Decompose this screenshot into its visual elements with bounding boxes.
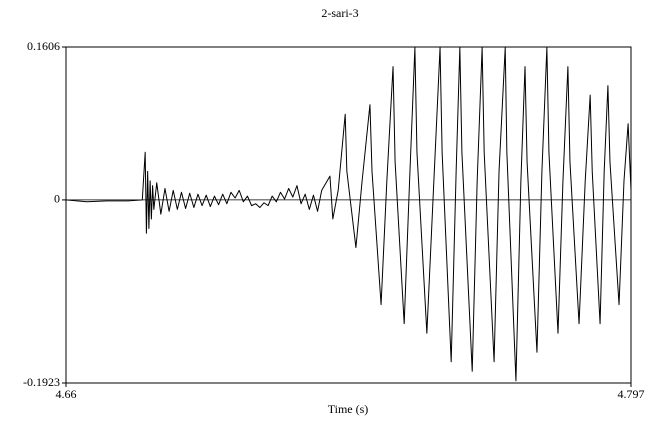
waveform: [65, 47, 632, 382]
x-tick-label: 4.66: [56, 387, 77, 401]
y-tick-label: 0: [54, 192, 60, 206]
x-axis-label: Time (s): [328, 402, 369, 416]
y-tick-label: 0.1606: [27, 39, 60, 53]
chart-title: 2-sari-3: [321, 6, 358, 20]
x-tick-label: 4.797: [618, 387, 645, 401]
y-tick-label: -0.1923: [23, 375, 60, 389]
